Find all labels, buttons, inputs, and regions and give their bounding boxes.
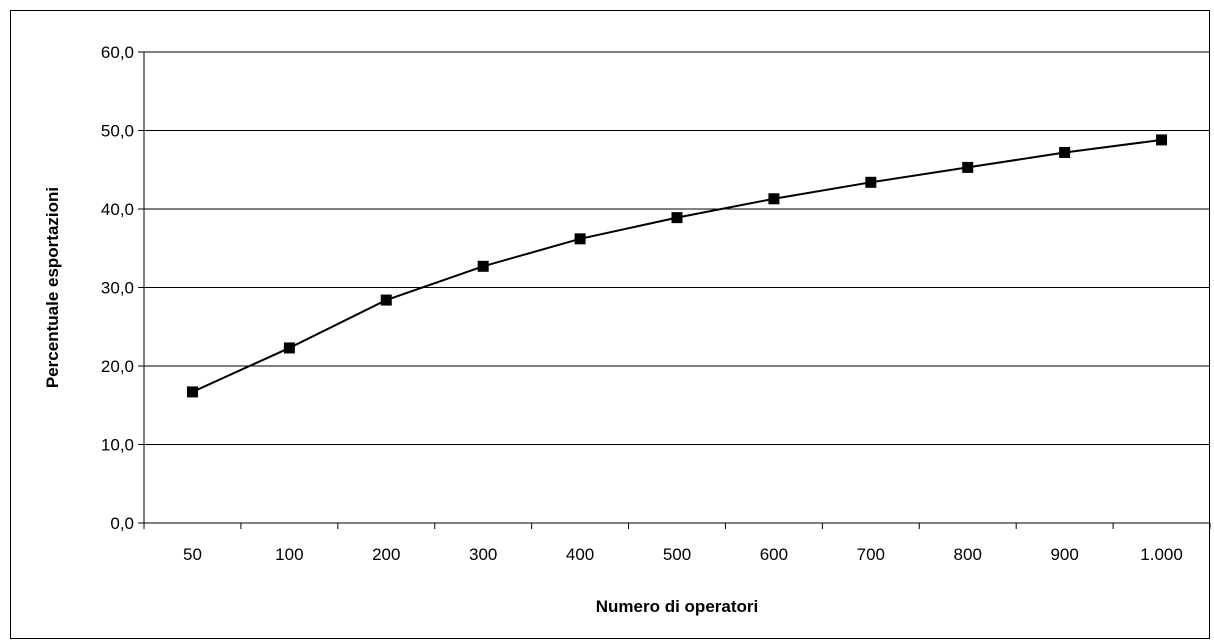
data-point-marker — [768, 193, 780, 205]
x-tick-label: 400 — [566, 545, 594, 564]
y-tick-label: 30,0 — [101, 279, 134, 298]
data-point-marker — [380, 294, 392, 306]
y-tick-label: 20,0 — [101, 357, 134, 376]
data-point-marker — [671, 212, 683, 224]
x-tick-label: 100 — [275, 545, 303, 564]
y-tick-label: 0,0 — [110, 514, 134, 533]
data-point-marker — [865, 176, 877, 188]
x-tick-label: 1.000 — [1140, 545, 1183, 564]
x-tick-label: 700 — [857, 545, 885, 564]
x-tick-label: 500 — [663, 545, 691, 564]
x-tick-label: 600 — [760, 545, 788, 564]
data-point-marker — [574, 233, 586, 245]
chart-frame — [10, 10, 1210, 639]
series-line — [192, 138, 1162, 393]
x-tick-label: 50 — [183, 545, 202, 564]
y-tick-label: 50,0 — [101, 122, 134, 141]
x-tick-label: 900 — [1050, 545, 1078, 564]
gridlines — [144, 51, 1210, 445]
data-point-marker — [283, 342, 295, 354]
x-tick-labels: 50 100 200 300 400 500 600 700 800 900 1.000 — [183, 545, 1183, 564]
series-group — [186, 134, 1168, 398]
data-point-marker — [1059, 146, 1071, 158]
x-tick-label: 800 — [954, 545, 982, 564]
y-tick-label: 60,0 — [101, 43, 134, 62]
x-tick-label: 200 — [372, 545, 400, 564]
data-point-marker — [1156, 134, 1168, 146]
y-tick-label: 10,0 — [101, 436, 134, 455]
data-point-marker — [477, 260, 489, 272]
data-point-marker — [962, 161, 974, 173]
data-point-marker — [186, 386, 198, 398]
y-tick-label: 40,0 — [101, 200, 134, 219]
x-axis-title: Numero di operatori — [596, 597, 758, 616]
y-tick-labels: 0,0 10,0 20,0 30,0 40,0 50,0 60,0 — [101, 43, 134, 533]
y-axis-title: Percentuale esportazioni — [43, 187, 62, 388]
x-tick-label: 300 — [469, 545, 497, 564]
axes — [138, 51, 1211, 529]
